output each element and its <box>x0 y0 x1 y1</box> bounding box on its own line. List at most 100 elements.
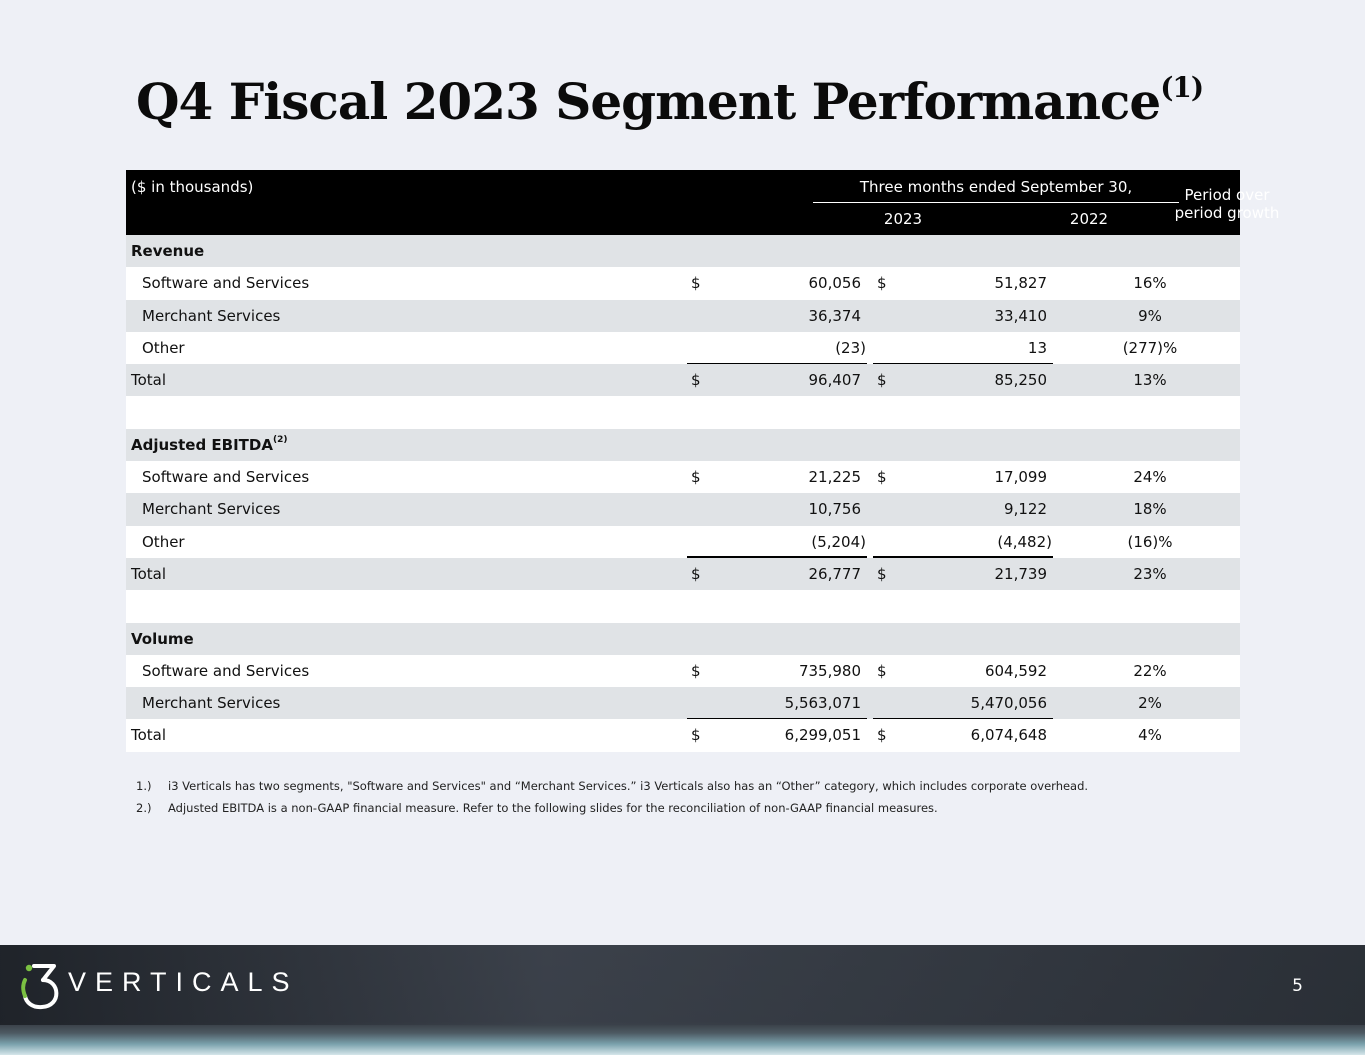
row-label: Software and Services <box>142 274 310 293</box>
subtotal-rule <box>687 362 867 365</box>
row-label: Other <box>142 338 185 357</box>
row-label: Total <box>131 726 167 745</box>
value-2023: 6,299,051 <box>784 726 861 745</box>
table-row: Merchant Services 10,756 9,122 18% <box>126 493 1240 526</box>
segment-performance-table: ($ in thousands) Three months ended Sept… <box>126 170 1279 752</box>
page-title: Q4 Fiscal 2023 Segment Performance(1) <box>136 71 1204 131</box>
table-row: Other (23) 13 (277)% <box>126 331 1240 365</box>
growth-value: 24% <box>1133 468 1167 487</box>
year-2023-header: 2023 <box>883 210 923 228</box>
value-2023: 96,407 <box>808 371 862 390</box>
growth-value: 9% <box>1138 306 1162 325</box>
title-footnote-marker: (1) <box>1160 71 1204 105</box>
value-2022: (4,482) <box>997 532 1052 551</box>
growth-value: (277)% <box>1122 338 1178 357</box>
currency-2023: $ <box>691 661 701 680</box>
footer-band <box>0 945 1365 1025</box>
value-2023: 5,563,071 <box>784 694 861 713</box>
currency-2022: $ <box>877 274 887 293</box>
currency-2023: $ <box>691 564 701 583</box>
row-label: Software and Services <box>142 661 310 680</box>
section-header-row: Revenue <box>126 235 1240 268</box>
value-2023: (23) <box>835 338 866 357</box>
year-2022-header: 2022 <box>1069 210 1109 228</box>
value-2022: 51,827 <box>994 274 1048 293</box>
currency-2023: $ <box>691 371 701 390</box>
value-2023: 26,777 <box>808 564 862 583</box>
footer-banner: VERTICALS 5 <box>0 945 1365 1055</box>
page-number: 5 <box>1292 976 1303 996</box>
subtotal-rule <box>873 717 1053 720</box>
footnote-number: 2.) <box>136 801 152 815</box>
spacer-row <box>126 590 1240 623</box>
section-header-row: Adjusted EBITDA(2) <box>126 428 1240 462</box>
section-label: Revenue <box>131 242 205 260</box>
currency-2023: $ <box>691 726 701 745</box>
currency-2022: $ <box>877 661 887 680</box>
value-2022: 33,410 <box>994 306 1048 325</box>
footnote-marker: (2) <box>272 434 288 445</box>
value-2023: 21,225 <box>808 468 862 487</box>
currency-2022: $ <box>877 726 887 745</box>
table-row: Software and Services $21,225 $17,099 24% <box>126 461 1240 494</box>
table-row: Software and Services $60,056 $51,827 16% <box>126 267 1240 300</box>
value-2023: 36,374 <box>808 306 862 325</box>
growth-value: 18% <box>1133 500 1167 519</box>
table-row: Total $26,777 $21,739 23% <box>126 557 1240 591</box>
subtotal-rule <box>873 556 1053 558</box>
growth-value: (16)% <box>1127 532 1173 551</box>
subtotal-rule <box>873 362 1053 365</box>
currency-2022: $ <box>877 468 887 487</box>
value-2023: 735,980 <box>798 661 861 680</box>
row-label: Total <box>131 564 167 583</box>
value-2022: 17,099 <box>994 468 1048 487</box>
period-header-rule <box>813 202 1179 203</box>
spacer-row <box>126 396 1240 429</box>
section-label: Volume <box>131 629 194 648</box>
subtotal-rule <box>687 717 867 720</box>
table-row: Merchant Services 36,374 33,410 9% <box>126 299 1240 332</box>
value-2022: 21,739 <box>994 564 1048 583</box>
subtotal-rule <box>687 556 867 558</box>
value-2023: 60,056 <box>808 274 862 293</box>
table-row: Total $96,407 $85,250 13% <box>126 364 1240 397</box>
currency-2022: $ <box>877 564 887 583</box>
table-body: Revenue Software and Services $60,056 $51,8… <box>126 235 1240 752</box>
growth-value: 4% <box>1138 726 1162 745</box>
value-2022: 9,122 <box>1004 500 1047 519</box>
currency-2023: $ <box>691 468 701 487</box>
units-label: ($ in thousands) <box>131 178 254 196</box>
i3-logo-icon <box>21 964 59 1010</box>
row-label: Other <box>142 532 185 551</box>
currency-2022: $ <box>877 371 887 390</box>
value-2022: 604,592 <box>984 661 1047 680</box>
value-2022: 5,470,056 <box>970 694 1047 713</box>
table-header: ($ in thousands) Three months ended Sept… <box>126 170 1279 235</box>
value-2022: 13 <box>1027 338 1047 357</box>
table-row: Other (5,204) (4,482) (16)% <box>126 525 1240 558</box>
growth-value: 16% <box>1133 274 1167 293</box>
section-label: Adjusted EBITDA(2) <box>131 434 288 454</box>
row-label: Merchant Services <box>142 306 281 325</box>
value-2022: 85,250 <box>994 371 1048 390</box>
value-2023: 10,756 <box>808 500 862 519</box>
row-label: Software and Services <box>142 468 310 487</box>
footnote-number: 1.) <box>136 779 152 793</box>
growth-value: 13% <box>1133 371 1167 390</box>
value-2022: 6,074,648 <box>970 726 1047 745</box>
currency-2023: $ <box>691 274 701 293</box>
footnote-text: i3 Verticals has two segments, "Software… <box>168 779 1089 793</box>
brand-wordmark: VERTICALS <box>68 967 299 997</box>
period-header: Three months ended September 30, <box>859 178 1133 196</box>
table-row: Total $6,299,051 $6,074,648 4% <box>126 719 1240 752</box>
footnote-text: Adjusted EBITDA is a non-GAAP financial … <box>168 801 938 815</box>
growth-value: 2% <box>1138 694 1162 713</box>
value-2023: (5,204) <box>811 532 866 551</box>
growth-value: 23% <box>1133 564 1167 583</box>
row-label: Merchant Services <box>142 694 281 713</box>
table-row: Software and Services $735,980 $604,592 22% <box>126 654 1240 688</box>
row-label: Merchant Services <box>142 500 281 519</box>
table-row: Merchant Services 5,563,071 5,470,056 2% <box>126 687 1240 720</box>
row-label: Total <box>131 371 167 390</box>
growth-value: 22% <box>1133 661 1167 680</box>
